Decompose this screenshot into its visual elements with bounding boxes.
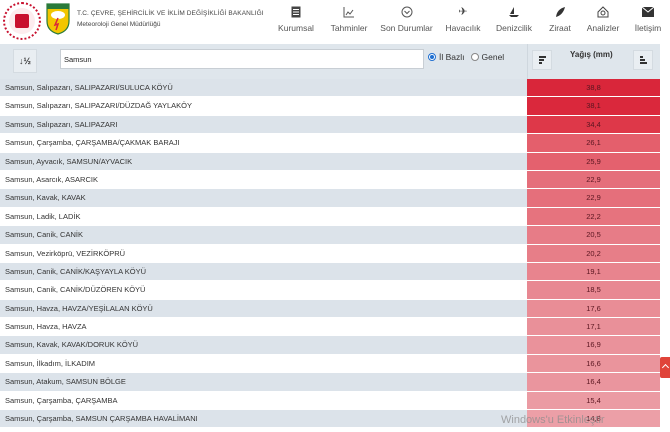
table-row[interactable]: Samsun, Atakum, SAMSUN BÖLGE 16,4 — [0, 373, 660, 392]
main-nav: Kurumsal Tahminler Son Durumlar ✈ Havacı… — [269, 0, 670, 44]
nav-son-durumlar[interactable]: Son Durumlar — [375, 0, 438, 44]
brand-text: T.C. ÇEVRE, ŞEHİRCİLİK VE İKLİM DEĞİŞİKL… — [77, 8, 264, 30]
station-name: Samsun, Atakum, SAMSUN BÖLGE — [0, 373, 527, 391]
sort-asc-button[interactable] — [633, 50, 653, 70]
precipitation-value: 25,9 — [527, 152, 660, 170]
table-row[interactable]: Samsun, Ladik, LADİK 22,2 — [0, 207, 660, 227]
table-row[interactable]: Samsun, Kavak, KAVAK/DORUK KÖYÜ 16,9 — [0, 336, 660, 355]
table-row[interactable]: Samsun, Çarşamba, ÇARŞAMBA/ÇAKMAK BARAJI… — [0, 134, 660, 153]
column-title[interactable]: Yağış (mm) — [570, 50, 613, 59]
table-row[interactable]: Samsun, Canik, CANİK 20,5 — [0, 226, 660, 245]
table-row[interactable]: Samsun, Asarcık, ASARCIK 22,9 — [0, 170, 660, 190]
table-row[interactable]: Samsun, Kavak, KAVAK 22,9 — [0, 189, 660, 208]
precipitation-value: 22,9 — [527, 170, 660, 189]
chevron-circle-icon — [400, 5, 414, 19]
precipitation-value: 20,5 — [527, 226, 660, 244]
nav-kurumsal[interactable]: Kurumsal — [269, 0, 323, 44]
precipitation-value: 16,4 — [527, 373, 660, 391]
table-row[interactable]: Samsun, Canik, CANİK/DÜZÖREN KÖYÜ 18,5 — [0, 281, 660, 300]
precipitation-value: 17,1 — [527, 318, 660, 336]
table-row[interactable]: Samsun, Canik, CANİK/KAŞYAYLA KÖYÜ 19,1 — [0, 262, 660, 282]
station-name: Samsun, Canik, CANİK — [0, 226, 527, 244]
station-name: Samsun, Çarşamba, SAMSUN ÇARŞAMBA HAVALİ… — [0, 410, 527, 428]
precipitation-table: Samsun, Salıpazarı, SALIPAZARI/SULUCA KÖ… — [0, 79, 660, 429]
nav-tahminler[interactable]: Tahminler — [323, 0, 375, 44]
station-name: Samsun, Havza, HAVZA/YEŞİLALAN KÖYÜ — [0, 299, 527, 318]
station-name: Samsun, Kavak, KAVAK — [0, 189, 527, 207]
document-icon — [289, 5, 303, 19]
table-row[interactable]: Samsun, Salıpazarı, SALIPAZARI 34,4 — [0, 115, 660, 135]
table-row[interactable]: Samsun, Çarşamba, SAMSUN ÇARŞAMBA HAVALİ… — [0, 410, 660, 429]
windows-activation-watermark: Windows'u Etkinleştir — [501, 414, 605, 426]
station-name: Samsun, Kavak, KAVAK/DORUK KÖYÜ — [0, 336, 527, 354]
precipitation-value: 22,9 — [527, 189, 660, 207]
meteorology-logo[interactable] — [46, 3, 70, 35]
precipitation-value: 16,9 — [527, 336, 660, 354]
station-name: Samsun, Canik, CANİK/DÜZÖREN KÖYÜ — [0, 281, 527, 299]
precipitation-value: 26,1 — [527, 134, 660, 152]
ministry-logo[interactable] — [3, 2, 41, 40]
precipitation-value: 22,2 — [527, 207, 660, 226]
airplane-icon: ✈ — [458, 6, 468, 18]
station-name: Samsun, Çarşamba, ÇARŞAMBA — [0, 391, 527, 410]
chart-icon — [342, 5, 356, 19]
station-name: Samsun, Salıpazarı, SALIPAZARI/DÜZDAĞ YA… — [0, 97, 527, 115]
station-name: Samsun, Çarşamba, ÇARŞAMBA/ÇAKMAK BARAJI — [0, 134, 527, 152]
analysis-icon — [596, 5, 610, 19]
station-name: Samsun, Vezirköprü, VEZİRKÖPRÜ — [0, 244, 527, 262]
table-row[interactable]: Samsun, Salıpazarı, SALIPAZARI/SULUCA KÖ… — [0, 79, 660, 98]
station-name: Samsun, Havza, HAVZA — [0, 318, 527, 336]
sort-desc-button[interactable] — [532, 50, 552, 70]
ministry-name: T.C. ÇEVRE, ŞEHİRCİLİK VE İKLİM DEĞİŞİKL… — [77, 10, 264, 17]
table-row[interactable]: Samsun, Ayvacık, SAMSUN/AYVACIK 25,9 — [0, 152, 660, 171]
station-name: Samsun, Ayvacık, SAMSUN/AYVACIK — [0, 152, 527, 170]
radio-general-label[interactable]: Genel — [481, 52, 505, 62]
precipitation-value: 19,1 — [527, 262, 660, 281]
station-name: Samsun, Canik, CANİK/KAŞYAYLA KÖYÜ — [0, 262, 527, 281]
site-header: T.C. ÇEVRE, ŞEHİRCİLİK VE İKLİM DEĞİŞİKL… — [0, 0, 670, 44]
precipitation-value: 16,6 — [527, 354, 660, 373]
precipitation-value: 20,2 — [527, 244, 660, 262]
table-row[interactable]: Samsun, Çarşamba, ÇARŞAMBA 15,4 — [0, 391, 660, 411]
radio-province-label[interactable]: İl Bazlı — [439, 52, 465, 62]
sort-alpha-button[interactable]: ↓½ — [13, 49, 37, 73]
nav-denizcilik[interactable]: Denizcilik — [488, 0, 540, 44]
precipitation-value: 14,8 — [527, 410, 660, 428]
station-name: Samsun, Salıpazarı, SALIPAZARI/SULUCA KÖ… — [0, 79, 527, 97]
envelope-icon — [641, 5, 655, 19]
radio-province[interactable] — [428, 53, 436, 61]
radio-general[interactable] — [470, 53, 479, 61]
table-row[interactable]: Samsun, Salıpazarı, SALIPAZARI/DÜZDAĞ YA… — [0, 97, 660, 116]
org-name: Meteoroloji Genel Müdürlüğü — [77, 21, 161, 28]
station-name: Samsun, İlkadım, İLKADIM — [0, 354, 527, 373]
leaf-icon — [553, 5, 567, 19]
precipitation-value: 34,4 — [527, 115, 660, 134]
precipitation-value: 15,4 — [527, 391, 660, 410]
table-row[interactable]: Samsun, Havza, HAVZA 17,1 — [0, 318, 660, 337]
station-name: Samsun, Salıpazarı, SALIPAZARI — [0, 115, 527, 134]
table-row[interactable]: Samsun, İlkadım, İLKADIM 16,6 — [0, 354, 660, 374]
sailboat-icon — [507, 5, 521, 19]
nav-iletisim[interactable]: İletişim — [626, 0, 670, 44]
nav-analizler[interactable]: Analizler — [580, 0, 626, 44]
precipitation-value: 17,6 — [527, 299, 660, 318]
search-input[interactable] — [60, 49, 424, 69]
nav-ziraat[interactable]: Ziraat — [540, 0, 580, 44]
precipitation-value: 38,1 — [527, 97, 660, 115]
scroll-top-button[interactable] — [660, 357, 670, 378]
sort-asc-icon — [639, 56, 647, 64]
scope-radio-group: İl Bazlı Genel — [428, 52, 504, 62]
table-row[interactable]: Samsun, Havza, HAVZA/YEŞİLALAN KÖYÜ 17,6 — [0, 299, 660, 319]
station-name: Samsun, Ladik, LADİK — [0, 207, 527, 226]
nav-havacilik[interactable]: ✈ Havacılık — [445, 6, 481, 33]
table-row[interactable]: Samsun, Vezirköprü, VEZİRKÖPRÜ 20,2 — [0, 244, 660, 263]
precipitation-value: 38,8 — [527, 79, 660, 97]
sort-alpha-icon: ↓½ — [18, 56, 31, 66]
sort-desc-icon — [538, 56, 546, 64]
station-name: Samsun, Asarcık, ASARCIK — [0, 170, 527, 189]
precipitation-value: 18,5 — [527, 281, 660, 299]
